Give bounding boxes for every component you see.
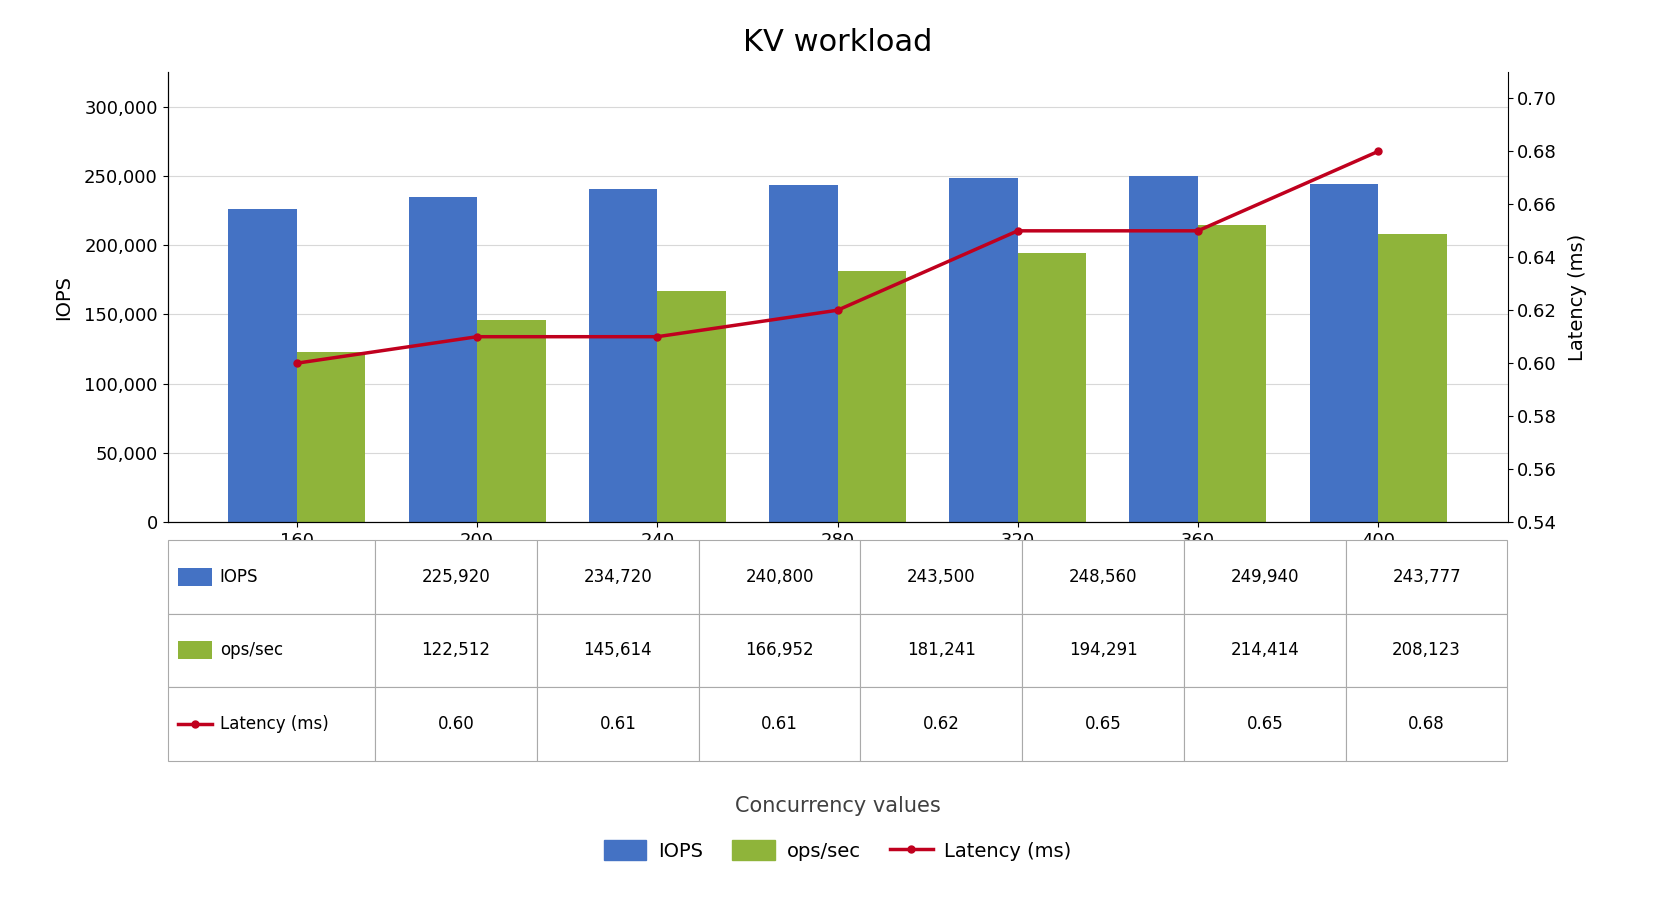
Bar	[769, 184, 838, 522]
Bar	[375, 687, 538, 760]
Bar	[698, 540, 861, 614]
Text: 243,500: 243,500	[908, 568, 975, 586]
Bar	[1184, 687, 1345, 760]
Y-axis label: Latency (ms): Latency (ms)	[1568, 233, 1588, 361]
Text: 249,940: 249,940	[1231, 568, 1300, 586]
Bar	[538, 540, 698, 614]
Text: 0.65: 0.65	[1246, 715, 1283, 733]
Bar	[1022, 614, 1184, 687]
Bar	[1129, 176, 1198, 522]
Legend: IOPS, ops/sec, Latency (ms): IOPS, ops/sec, Latency (ms)	[596, 832, 1079, 868]
Text: 0.68: 0.68	[1409, 715, 1446, 733]
Text: 243,777: 243,777	[1392, 568, 1461, 586]
Bar	[1184, 614, 1345, 687]
Text: IOPS: IOPS	[219, 568, 258, 586]
Text: 0.65: 0.65	[1085, 715, 1122, 733]
Text: 0.62: 0.62	[923, 715, 960, 733]
Text: 208,123: 208,123	[1392, 641, 1461, 659]
Bar	[228, 209, 296, 522]
Text: 194,291: 194,291	[1069, 641, 1137, 659]
Bar	[657, 291, 725, 522]
Bar	[168, 614, 375, 687]
Bar	[861, 687, 1022, 760]
Text: ops/sec: ops/sec	[219, 641, 283, 659]
Bar	[1345, 614, 1508, 687]
Bar	[375, 614, 538, 687]
Bar	[178, 642, 211, 659]
Bar	[1379, 234, 1447, 522]
Bar	[590, 189, 657, 522]
Bar	[698, 614, 861, 687]
Bar	[477, 320, 546, 522]
Bar	[409, 197, 477, 522]
Bar	[838, 271, 906, 522]
Bar	[1345, 687, 1508, 760]
Text: 145,614: 145,614	[583, 641, 652, 659]
Bar	[861, 614, 1022, 687]
Y-axis label: IOPS: IOPS	[54, 274, 74, 320]
Text: 166,952: 166,952	[745, 641, 814, 659]
Bar	[698, 687, 861, 760]
Bar	[1184, 540, 1345, 614]
Bar	[538, 614, 698, 687]
Text: Concurrency values: Concurrency values	[735, 796, 940, 815]
Bar	[178, 568, 211, 586]
Bar	[1310, 184, 1379, 522]
Text: 214,414: 214,414	[1231, 641, 1300, 659]
Bar	[950, 178, 1018, 522]
Bar	[861, 540, 1022, 614]
Text: 234,720: 234,720	[583, 568, 652, 586]
Bar	[1345, 540, 1508, 614]
Bar	[375, 540, 538, 614]
Bar	[1022, 687, 1184, 760]
Bar	[1198, 225, 1266, 522]
Text: 225,920: 225,920	[422, 568, 491, 586]
Text: 240,800: 240,800	[745, 568, 814, 586]
Text: 181,241: 181,241	[906, 641, 977, 659]
Title: KV workload: KV workload	[742, 28, 933, 58]
Text: 0.60: 0.60	[437, 715, 474, 733]
Text: 122,512: 122,512	[422, 641, 491, 659]
Text: 248,560: 248,560	[1069, 568, 1137, 586]
Text: 0.61: 0.61	[760, 715, 797, 733]
Bar	[1022, 540, 1184, 614]
Text: 0.61: 0.61	[600, 715, 636, 733]
Bar	[296, 353, 365, 522]
Bar	[1018, 253, 1085, 522]
Bar	[168, 540, 375, 614]
Text: Latency (ms): Latency (ms)	[219, 715, 328, 733]
Bar	[538, 687, 698, 760]
Bar	[168, 687, 375, 760]
